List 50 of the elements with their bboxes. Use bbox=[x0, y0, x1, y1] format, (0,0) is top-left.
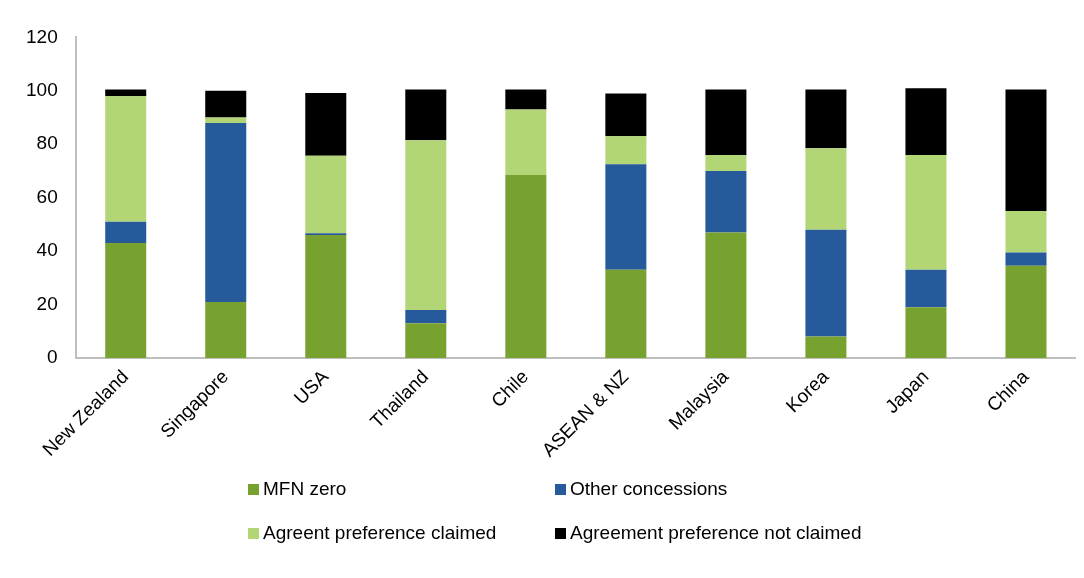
bar bbox=[505, 174, 547, 358]
bar bbox=[905, 154, 947, 270]
bar bbox=[205, 90, 247, 118]
bar bbox=[1005, 265, 1047, 358]
bar bbox=[105, 96, 147, 222]
x-tick-label: USA bbox=[289, 365, 333, 409]
bar bbox=[605, 136, 647, 165]
y-tick-label: 0 bbox=[47, 346, 58, 368]
bar bbox=[805, 148, 847, 230]
y-tick-label: 120 bbox=[26, 25, 58, 47]
bar bbox=[705, 232, 747, 358]
y-tick-label: 100 bbox=[26, 79, 58, 101]
bar bbox=[1005, 89, 1047, 212]
legend-label: Agreent preference claimed bbox=[263, 522, 497, 544]
bar bbox=[705, 170, 747, 233]
bar bbox=[205, 117, 247, 123]
bar bbox=[305, 235, 347, 358]
bar bbox=[805, 229, 847, 337]
bar bbox=[105, 89, 147, 97]
bar bbox=[805, 89, 847, 149]
bar bbox=[405, 323, 447, 358]
y-tick-label: 80 bbox=[36, 132, 58, 154]
bar bbox=[705, 89, 747, 155]
bar bbox=[305, 155, 347, 234]
y-tick-label: 60 bbox=[36, 185, 58, 207]
bar bbox=[105, 243, 147, 358]
bar bbox=[405, 89, 447, 141]
bar bbox=[905, 269, 947, 308]
bar bbox=[605, 269, 647, 358]
bar bbox=[905, 88, 947, 155]
bar bbox=[505, 89, 547, 110]
bar bbox=[1005, 211, 1047, 253]
y-tick-label: 20 bbox=[36, 292, 58, 314]
bar bbox=[905, 307, 947, 358]
bar bbox=[205, 301, 247, 358]
bar bbox=[105, 221, 147, 244]
bar bbox=[605, 164, 647, 270]
bar bbox=[805, 336, 847, 358]
bar bbox=[605, 93, 647, 137]
bar bbox=[405, 140, 447, 310]
y-tick-label: 40 bbox=[36, 239, 58, 261]
legend-label: MFN zero bbox=[263, 478, 347, 500]
bar bbox=[1005, 252, 1047, 266]
legend-label: Agreement preference not claimed bbox=[570, 522, 862, 544]
bar bbox=[205, 122, 247, 302]
legend-label: Other concessions bbox=[570, 478, 728, 500]
bar bbox=[505, 109, 547, 175]
bar bbox=[305, 92, 347, 156]
bar bbox=[705, 154, 747, 171]
bar bbox=[405, 309, 447, 324]
